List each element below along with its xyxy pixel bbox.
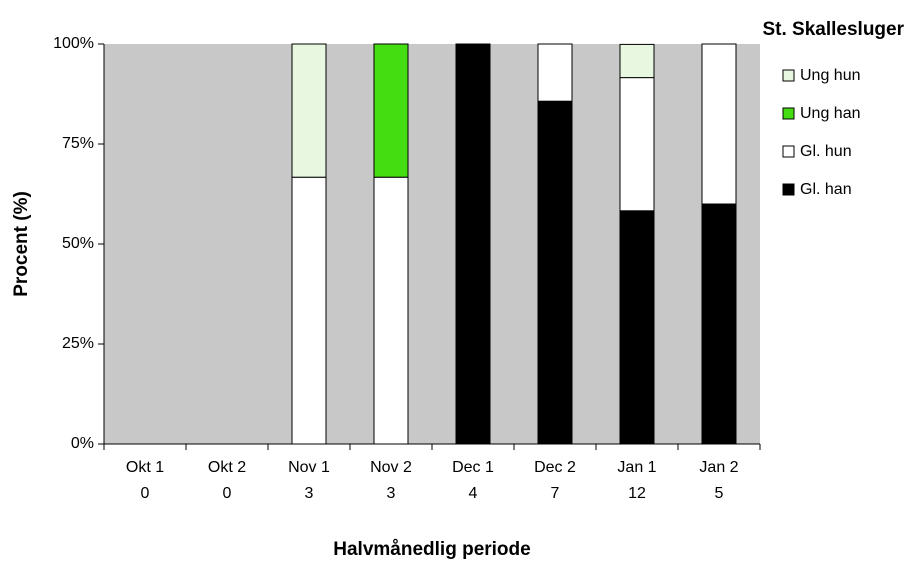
bar-segment <box>619 77 655 212</box>
bar-segment <box>373 43 409 178</box>
x-tick-count: 7 <box>551 485 560 502</box>
x-tick-count: 5 <box>715 485 724 502</box>
legend-label: Gl. han <box>800 181 852 198</box>
bar-segment <box>537 100 573 445</box>
bar-segment <box>701 43 737 205</box>
y-tick-label: 0% <box>71 435 94 452</box>
legend-swatch <box>782 69 795 82</box>
bar-segment <box>291 176 327 445</box>
bar-segment <box>619 210 655 445</box>
x-tick-count: 4 <box>469 485 478 502</box>
bar-segment <box>455 43 491 445</box>
bar-segment <box>701 203 737 445</box>
x-tick-count: 3 <box>387 485 396 502</box>
x-axis-label: Halvmånedlig periode <box>333 539 530 560</box>
legend-label: Gl. hun <box>800 143 852 160</box>
x-tick-count: 12 <box>628 485 646 502</box>
x-tick-label: Jan 1 <box>617 459 656 476</box>
x-tick-count: 0 <box>141 485 150 502</box>
bar-segment <box>291 43 327 178</box>
x-tick-label: Dec 2 <box>534 459 576 476</box>
legend-label: Ung hun <box>800 67 861 84</box>
y-axis-label: Procent (%) <box>11 191 32 297</box>
y-tick-label: 75% <box>62 135 94 152</box>
chart-title: St. Skallesluger <box>762 19 904 40</box>
x-tick-label: Nov 1 <box>288 459 330 476</box>
legend-swatch <box>782 183 795 196</box>
x-tick-count: 0 <box>223 485 232 502</box>
x-tick-label: Nov 2 <box>370 459 412 476</box>
x-tick-label: Jan 2 <box>699 459 738 476</box>
x-tick-label: Dec 1 <box>452 459 494 476</box>
y-tick-label: 50% <box>62 235 94 252</box>
legend-label: Ung han <box>800 105 861 122</box>
bar-segment <box>537 43 573 102</box>
x-tick-label: Okt 2 <box>208 459 246 476</box>
x-tick-count: 3 <box>305 485 314 502</box>
legend-swatch <box>782 145 795 158</box>
bar-segment <box>373 176 409 445</box>
legend-swatch <box>782 107 795 120</box>
plot-area <box>104 44 760 444</box>
bar-segment <box>619 43 655 79</box>
y-tick-label: 100% <box>53 35 94 52</box>
y-tick-label: 25% <box>62 335 94 352</box>
x-tick-label: Okt 1 <box>126 459 164 476</box>
